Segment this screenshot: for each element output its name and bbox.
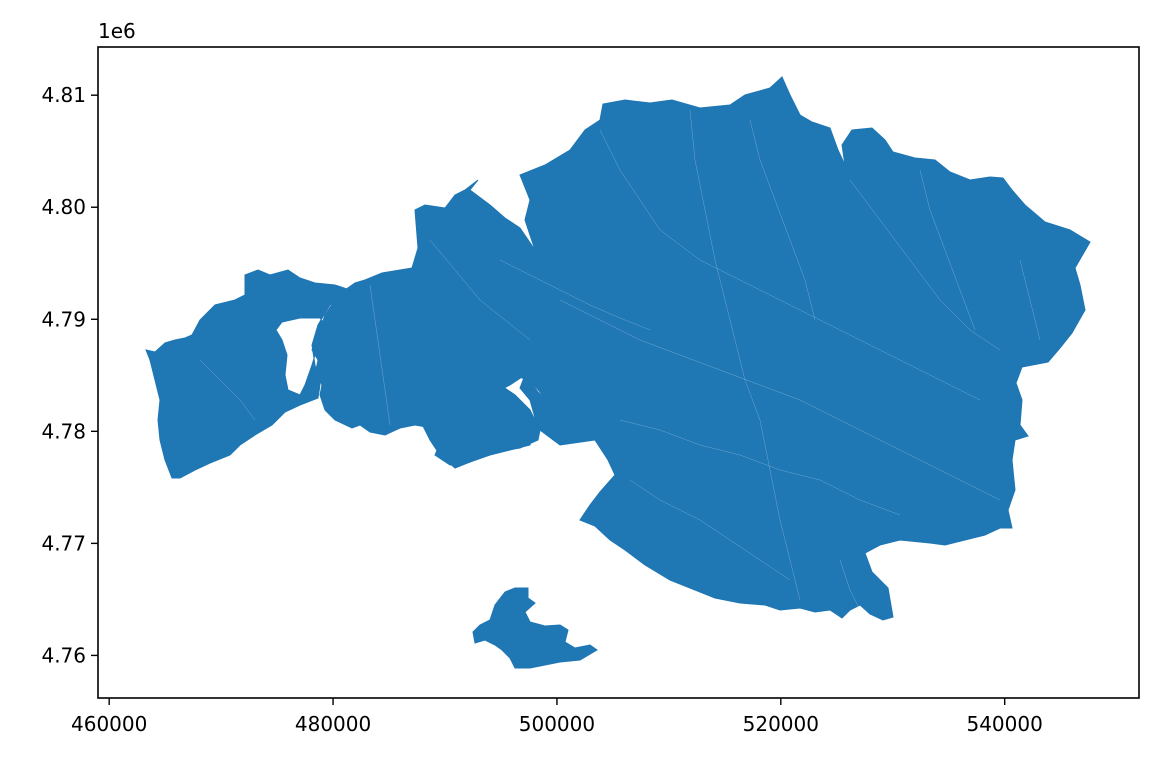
boundary-line bbox=[619, 419, 901, 516]
boundary-line bbox=[499, 259, 651, 331]
x-tick-label: 540000 bbox=[966, 712, 1042, 736]
x-tick-label: 480000 bbox=[295, 712, 371, 736]
boundary-line bbox=[369, 284, 391, 426]
boundary-line bbox=[1019, 259, 1041, 341]
boundary-line bbox=[629, 479, 791, 581]
y-tick-label: 4.81 bbox=[41, 83, 86, 107]
x-tick-label: 520000 bbox=[743, 712, 819, 736]
y-tick-label: 4.77 bbox=[41, 531, 86, 555]
x-axis: 460000 480000 500000 520000 540000 bbox=[71, 698, 1043, 736]
boundary-line bbox=[689, 109, 801, 601]
axes-border bbox=[97, 46, 1140, 699]
boundary-line bbox=[559, 299, 1001, 501]
y-tick-label: 4.80 bbox=[41, 195, 86, 219]
boundary-line bbox=[919, 169, 976, 331]
region-south-central-lobe bbox=[418, 384, 534, 469]
y-tick-label: 4.79 bbox=[41, 307, 86, 331]
y-axis-offset-label: 1e6 bbox=[98, 19, 136, 43]
boundary-line bbox=[429, 239, 531, 341]
region-southern-exclave bbox=[472, 587, 598, 669]
region-boundaries bbox=[199, 109, 1041, 611]
boundary-line bbox=[599, 129, 981, 401]
region-main-body bbox=[519, 76, 1091, 621]
region-polygons bbox=[145, 76, 1091, 669]
boundary-line bbox=[849, 179, 1001, 351]
x-tick-label: 460000 bbox=[71, 712, 147, 736]
x-tick-label: 500000 bbox=[519, 712, 595, 736]
y-tick-label: 4.76 bbox=[41, 643, 86, 667]
boundary-line bbox=[749, 119, 816, 321]
region-western-block bbox=[145, 269, 363, 479]
y-tick-label: 4.78 bbox=[41, 419, 86, 443]
boundary-line bbox=[839, 559, 861, 611]
boundary-line bbox=[199, 359, 256, 421]
y-axis: 4.76 4.77 4.78 4.79 4.80 4.81 bbox=[41, 83, 98, 667]
